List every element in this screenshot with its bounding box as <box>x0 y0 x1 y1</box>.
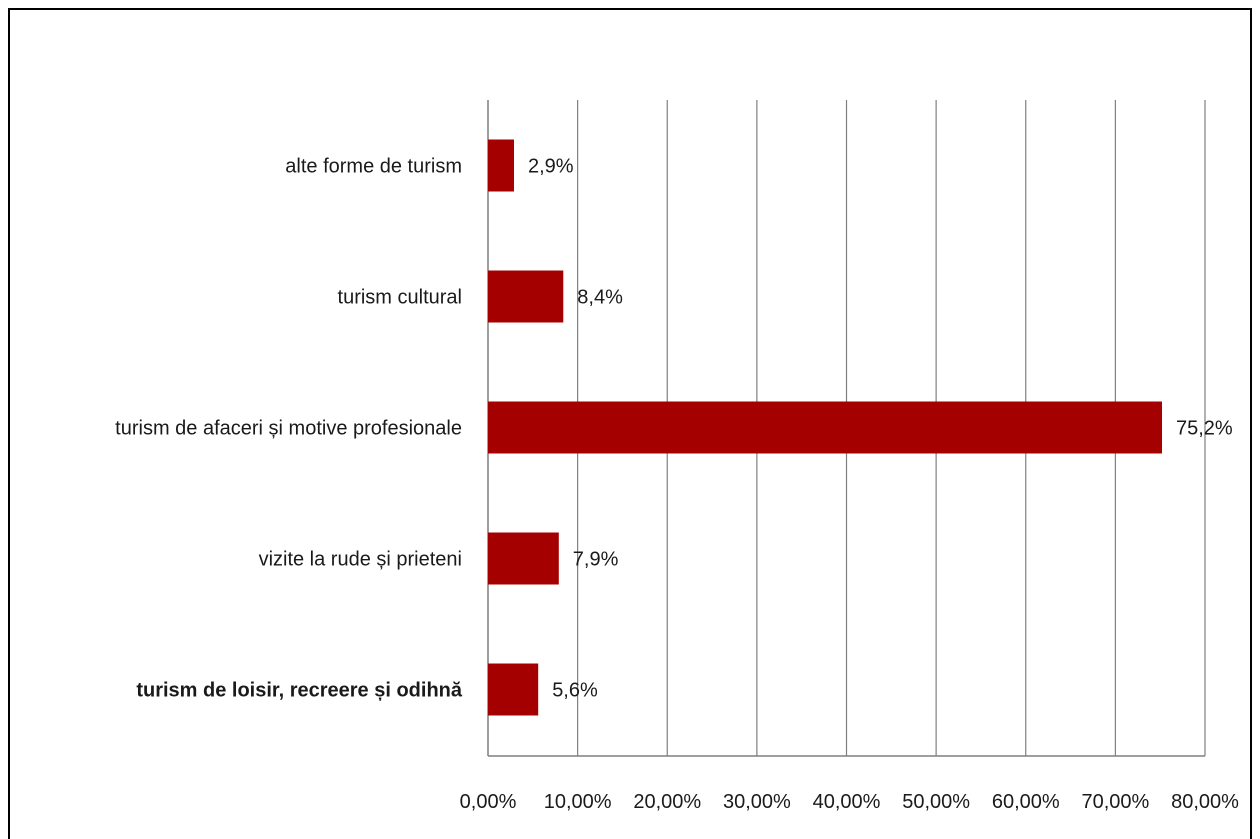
category-label: turism de afaceri și motive profesionale <box>115 418 462 440</box>
category-label: vizite la rude și prieteni <box>259 549 462 571</box>
category-label: turism de loisir, recreere și odihnă <box>136 680 463 702</box>
x-tick-label: 80,00% <box>1171 791 1239 813</box>
x-tick-label: 0,00% <box>460 791 517 813</box>
data-label: 75,2% <box>1176 418 1233 440</box>
x-tick-label: 30,00% <box>723 791 791 813</box>
data-label: 7,9% <box>573 549 619 571</box>
bar <box>488 401 1162 454</box>
chart-frame <box>8 8 1252 839</box>
bar <box>488 532 559 585</box>
x-tick-label: 20,00% <box>633 791 701 813</box>
x-tick-label: 70,00% <box>1081 791 1149 813</box>
data-label: 5,6% <box>552 680 598 702</box>
x-tick-label: 60,00% <box>992 791 1060 813</box>
x-tick-label: 40,00% <box>813 791 881 813</box>
category-label: alte forme de turism <box>285 156 462 178</box>
data-label: 8,4% <box>577 287 623 309</box>
data-label: 2,9% <box>528 156 574 178</box>
bar <box>488 139 514 192</box>
category-label: turism cultural <box>338 287 462 309</box>
x-tick-label: 10,00% <box>544 791 612 813</box>
bar <box>488 663 539 716</box>
x-tick-label: 50,00% <box>902 791 970 813</box>
bar <box>488 270 564 323</box>
